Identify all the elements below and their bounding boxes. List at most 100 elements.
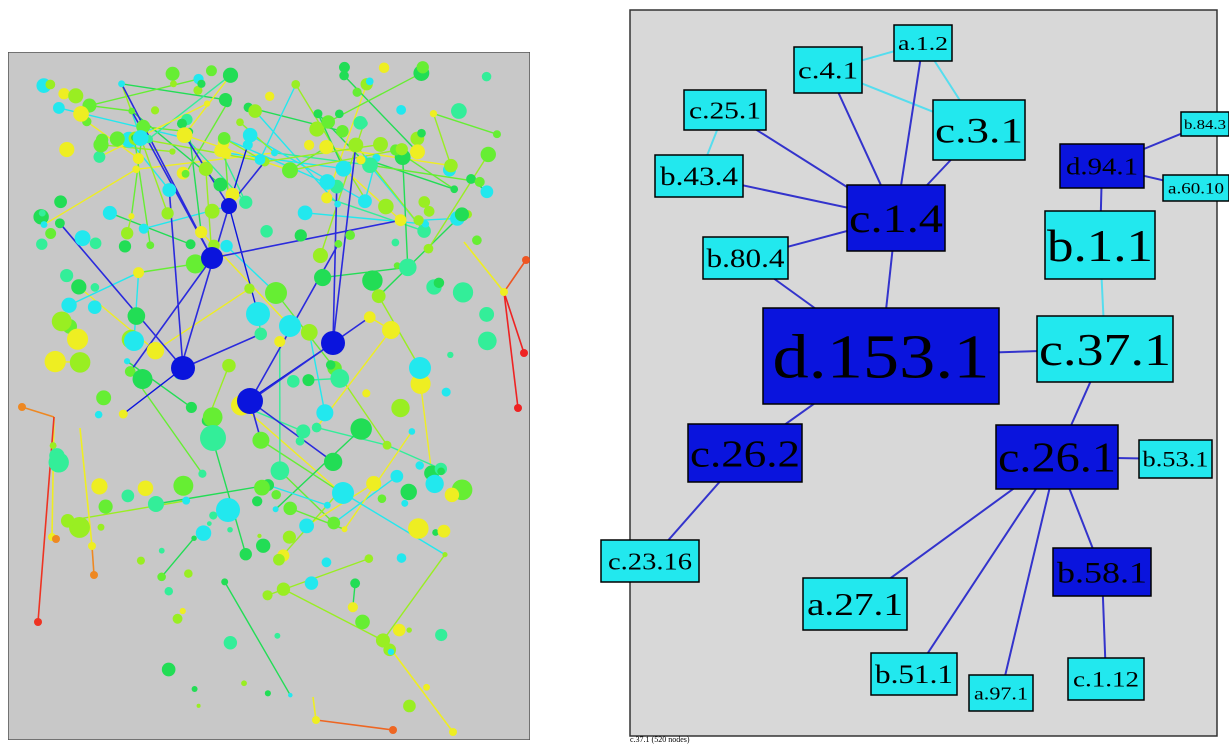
overview-node: [332, 482, 354, 504]
overview-node: [421, 220, 430, 228]
overview-node: [276, 582, 291, 596]
node-b.84.3[interactable]: b.84.3: [1180, 111, 1229, 137]
overview-node: [241, 680, 247, 687]
overview-node: [161, 207, 174, 220]
node-a.97.1[interactable]: a.97.1: [968, 674, 1034, 712]
overview-node: [196, 703, 201, 708]
node-d.94.1[interactable]: d.94.1: [1059, 143, 1145, 189]
overview-edge: [326, 197, 425, 232]
overview-node: [176, 118, 187, 129]
overview-node: [223, 98, 232, 108]
node-c.1.4[interactable]: c.1.4: [846, 184, 946, 252]
overview-node: [198, 469, 207, 478]
overview-node: [118, 80, 126, 88]
node-a.1.2[interactable]: a.1.2: [893, 24, 953, 62]
overview-node: [355, 614, 370, 630]
node-c.26.1[interactable]: c.26.1: [995, 424, 1119, 490]
node-box: [870, 652, 958, 696]
overview-strand: [503, 291, 519, 409]
node-c.23.16[interactable]: c.23.16: [600, 539, 700, 583]
overview-hub-edge: [332, 186, 338, 344]
overview-node: [227, 526, 233, 533]
node-b.53.1[interactable]: b.53.1: [1138, 439, 1213, 479]
overview-node: [316, 404, 334, 422]
overview-node: [347, 602, 358, 613]
overview-background: [8, 52, 530, 740]
node-c.1.12[interactable]: c.1.12: [1067, 657, 1145, 701]
overview-node: [314, 268, 332, 287]
overview-node: [441, 387, 451, 397]
overview-node: [274, 632, 281, 639]
overview-hub-edge: [177, 205, 230, 376]
overview-node: [327, 516, 341, 530]
overview-edge: [188, 131, 202, 233]
node-b.51.1[interactable]: b.51.1: [870, 652, 958, 696]
overview-node: [161, 662, 176, 677]
overview-strand: [21, 406, 55, 418]
node-c.3.1[interactable]: c.3.1: [932, 99, 1026, 161]
overview-node: [97, 523, 105, 531]
overview-edge: [136, 152, 275, 170]
overview-node: [136, 556, 145, 565]
node-d.153.1[interactable]: d.153.1: [762, 307, 1000, 405]
node-label: c.4.1: [798, 58, 858, 84]
node-c.26.2[interactable]: c.26.2: [687, 423, 803, 483]
edge-c.26.1-a.97.1: [1000, 456, 1058, 694]
node-b.58.1[interactable]: b.58.1: [1052, 547, 1152, 597]
detail-network-panel: a.1.2 c.4.1 c.3.1 c.25.1 b.43.4 c.1.4 b.80.4 b.…: [600, 9, 1229, 737]
overview-node: [197, 79, 206, 88]
overview-node: [429, 109, 438, 118]
node-box: [702, 236, 789, 280]
overview-node: [209, 511, 218, 520]
overview-strand-node: [52, 535, 60, 543]
node-b.80.4[interactable]: b.80.4: [702, 236, 789, 280]
overview-node: [216, 498, 240, 522]
overview-node: [417, 224, 431, 238]
node-c.4.1[interactable]: c.4.1: [793, 46, 863, 94]
overview-node: [472, 235, 482, 246]
overview-node: [179, 607, 186, 615]
overview-node: [195, 525, 212, 541]
overview-node: [220, 239, 233, 253]
overview-node: [358, 194, 372, 209]
overview-node: [339, 61, 350, 73]
overview-node: [132, 165, 140, 174]
node-c.25.1[interactable]: c.25.1: [683, 89, 767, 131]
overview-node: [451, 103, 467, 119]
overview-node: [223, 636, 238, 650]
node-label: d.153.1: [773, 324, 990, 392]
overview-node: [447, 351, 454, 359]
overview-edge: [316, 426, 388, 446]
overview-node: [341, 526, 348, 533]
overview-node: [382, 321, 400, 339]
node-box: [1138, 439, 1213, 479]
overview-edge: [364, 158, 455, 190]
node-c.37.1[interactable]: c.37.1: [1036, 315, 1174, 383]
overview-node: [442, 551, 448, 558]
overview-node: [283, 501, 297, 516]
overview-node: [312, 248, 329, 264]
overview-node: [295, 436, 305, 446]
overview-node: [246, 302, 270, 326]
node-label: b.84.3: [1184, 118, 1226, 133]
overview-node: [118, 240, 132, 253]
node-a.60.10[interactable]: a.60.10: [1162, 174, 1229, 202]
overview-node: [362, 270, 383, 291]
overview-node: [334, 240, 343, 248]
overview-node: [474, 176, 485, 187]
overview-node: [54, 218, 65, 229]
overview-edge: [228, 205, 259, 315]
overview-node: [59, 141, 75, 158]
node-a.27.1[interactable]: a.27.1: [802, 577, 908, 631]
node-b.1.1[interactable]: b.1.1: [1044, 210, 1156, 280]
overview-node: [325, 360, 336, 370]
overview-node: [40, 221, 48, 228]
overview-edge: [184, 102, 228, 175]
node-b.43.4[interactable]: b.43.4: [654, 154, 744, 198]
overview-node: [279, 315, 301, 337]
overview-node: [377, 494, 387, 503]
overview-node: [330, 369, 350, 388]
overview-node: [225, 187, 240, 202]
overview-node: [133, 267, 145, 279]
overview-hub-edge: [59, 222, 184, 369]
